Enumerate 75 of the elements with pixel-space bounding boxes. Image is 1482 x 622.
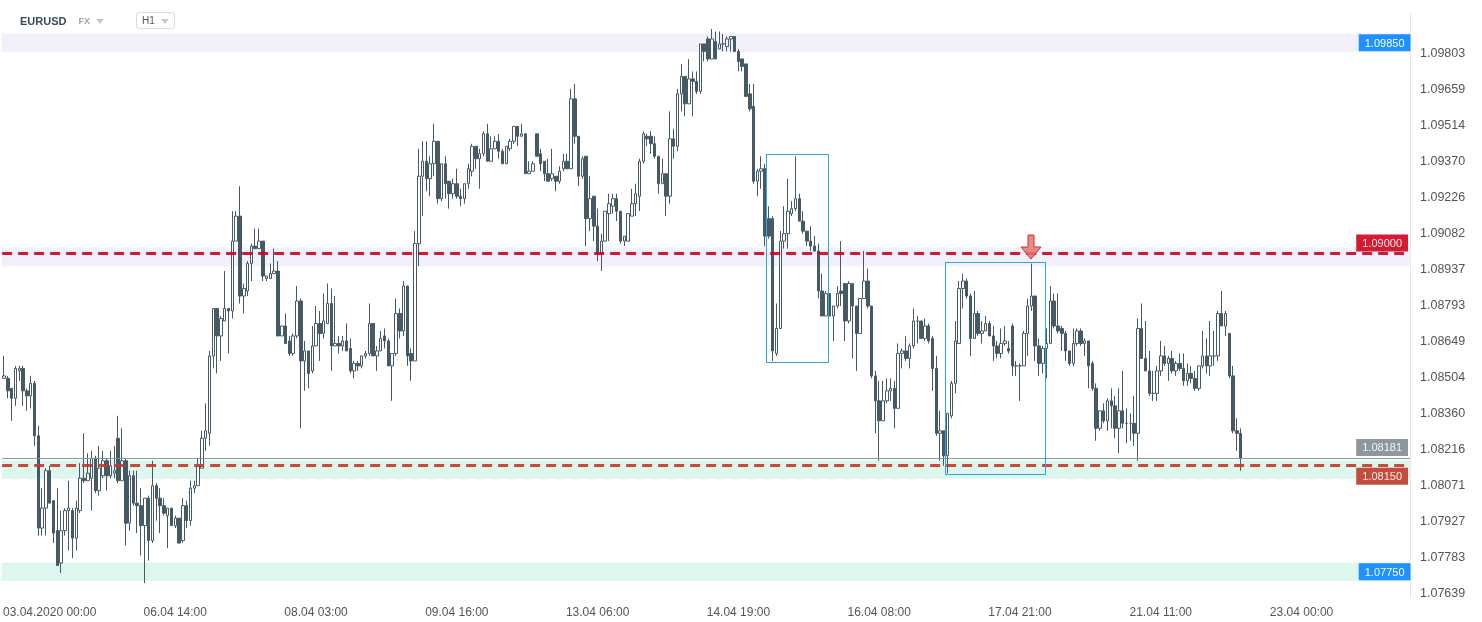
y-tick-label: 1.08216 <box>1420 442 1466 457</box>
candlestick <box>923 317 927 342</box>
candlestick <box>729 35 733 52</box>
candlestick <box>44 467 48 537</box>
candlestick <box>916 315 919 344</box>
candlestick <box>531 160 535 172</box>
x-tick-label: 06.04 14:00 <box>143 605 208 619</box>
candlestick <box>330 288 333 372</box>
y-tick-label: 1.08504 <box>1420 370 1466 385</box>
y-tick-label: 1.09226 <box>1420 190 1466 205</box>
candlestick <box>181 497 185 544</box>
candlestick <box>189 480 192 527</box>
y-tick-label: 1.08360 <box>1420 406 1466 421</box>
candlestick <box>215 308 219 374</box>
y-tick-label: 1.09659 <box>1420 82 1466 97</box>
candlestick <box>116 415 120 484</box>
candlestick <box>714 30 717 60</box>
candlestick <box>919 320 923 339</box>
candlestick <box>569 88 573 170</box>
candlestick <box>1208 320 1212 377</box>
ref-line-label: 1.08181 <box>1362 441 1402 454</box>
candlestick <box>1072 327 1075 367</box>
candlestick <box>1182 352 1185 387</box>
y-tick-label: 1.07639 <box>1420 586 1466 601</box>
x-tick-label: 08.04 03:00 <box>284 605 349 619</box>
annotation: H1 <box>135 12 175 29</box>
candlestick <box>649 130 653 155</box>
candlestick <box>699 43 702 95</box>
candlestick <box>710 28 714 60</box>
candlestick <box>721 33 725 52</box>
x-tick-label: 09.04 16:00 <box>425 605 489 619</box>
x-tick-label: 16.04 08:00 <box>847 605 912 619</box>
candlestick <box>158 487 162 534</box>
band-label: 1.09850 <box>1364 36 1405 49</box>
x-tick-label: 13.04 06:00 <box>565 605 630 619</box>
candlestick <box>1087 340 1090 389</box>
x-tick-label: 14.04 19:00 <box>706 605 771 619</box>
candlestick <box>90 450 93 512</box>
ref-line-label: 1.09000 <box>1362 237 1402 250</box>
x-tick-label: 17.04 21:00 <box>988 605 1052 619</box>
candlestick <box>786 178 790 250</box>
candlestick <box>992 325 995 362</box>
candlestick <box>368 303 371 357</box>
y-tick-label: 1.07783 <box>1420 550 1466 565</box>
candlestick <box>1064 330 1067 362</box>
x-tick-label: 23.04 00:00 <box>1269 605 1334 619</box>
candlestick <box>1125 407 1128 444</box>
band-label: 1.07750 <box>1364 565 1405 578</box>
y-tick-label: 1.08793 <box>1420 298 1466 313</box>
y-tick-label: 1.09370 <box>1420 154 1466 169</box>
candlestick <box>97 445 101 497</box>
y-tick-label: 1.08649 <box>1420 334 1466 349</box>
candlestick <box>21 365 25 407</box>
ref-line-label: 1.08150 <box>1362 470 1402 483</box>
candlestick <box>725 35 729 52</box>
candlestick <box>497 133 500 160</box>
candlestick <box>562 153 565 172</box>
chart-title: EURUSD <box>20 14 67 27</box>
annotation: FX <box>78 15 91 26</box>
candlestick <box>486 123 489 162</box>
y-tick-label: 1.09803 <box>1420 46 1466 61</box>
candlestick <box>516 125 519 147</box>
y-tick-label: 1.08071 <box>1420 478 1466 493</box>
candlestick <box>607 193 611 242</box>
candlestick <box>584 155 588 247</box>
candlestick <box>1011 322 1014 377</box>
candlestick <box>809 225 812 252</box>
y-tick-label: 1.07927 <box>1420 514 1466 529</box>
x-tick-label: 03.04.2020 00:00 <box>3 605 97 619</box>
y-tick-label: 1.08937 <box>1420 262 1466 277</box>
candlestick <box>360 355 363 369</box>
y-tick-label: 1.09514 <box>1420 118 1466 133</box>
candlestick <box>999 327 1003 359</box>
y-tick-label: 1.09082 <box>1420 226 1466 241</box>
x-tick-label: 21.04 11:00 <box>1129 605 1193 619</box>
